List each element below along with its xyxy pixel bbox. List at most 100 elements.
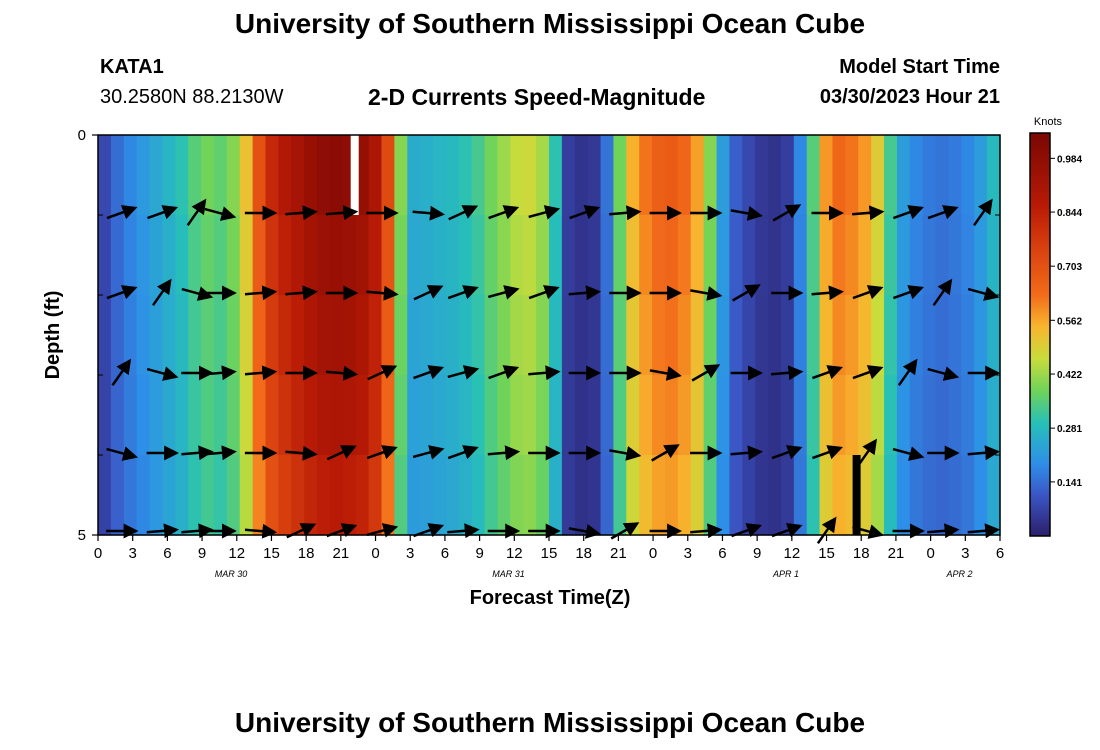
heat-cell (239, 375, 254, 456)
heat-cell (278, 295, 292, 376)
heat-cell (484, 135, 499, 216)
heat-cell (561, 375, 576, 456)
heat-cell (690, 375, 705, 456)
current-arrow (244, 285, 278, 301)
heat-cell (780, 215, 795, 296)
heat-cell (729, 215, 743, 296)
mask-bottom-gap (852, 455, 861, 535)
heat-cell (858, 215, 872, 296)
heat-cell (458, 375, 473, 456)
current-arrow (811, 445, 843, 460)
heat-cell (291, 455, 305, 536)
heat-cell (716, 375, 730, 456)
current-arrow (927, 523, 960, 539)
heat-cell (639, 295, 653, 376)
current-arrow (106, 205, 138, 220)
current-arrow (181, 286, 214, 301)
heat-cell (329, 215, 344, 296)
heat-cell (600, 215, 615, 296)
heat-cell (329, 135, 344, 216)
heat-cell (226, 135, 241, 216)
heat-cell (252, 455, 267, 536)
heat-cell (729, 455, 743, 536)
heat-cell (703, 455, 718, 536)
heat-cell (587, 375, 602, 456)
heat-cell (110, 295, 125, 376)
heat-cell (162, 455, 176, 536)
heat-cell (652, 455, 666, 536)
heat-cell (716, 135, 730, 216)
heat-cell (510, 215, 524, 296)
heat-cell (935, 295, 950, 376)
heat-cell (948, 375, 962, 456)
heat-cell (368, 135, 383, 216)
heat-cell (304, 375, 318, 456)
current-arrow (181, 445, 214, 461)
heat-cell (136, 215, 151, 296)
heat-cell (136, 135, 151, 216)
heat-cell (342, 455, 357, 536)
heat-cell (201, 135, 215, 216)
heat-cell (175, 455, 189, 536)
current-arrow (244, 365, 278, 381)
current-arrow (852, 285, 884, 300)
current-arrow (770, 365, 804, 381)
heat-cell (445, 295, 460, 376)
heat-cell (510, 455, 524, 536)
currents-chart: 0 3 6 9 12 15 18 21 0 3 6 9 12 15 18 21 0 3 6 9 12 15 18 21 0 3 6 M… (42, 116, 1082, 609)
heat-cell (317, 295, 331, 376)
heat-cell (561, 295, 576, 376)
current-arrow (897, 358, 918, 387)
current-arrow (204, 206, 237, 221)
heat-cell (639, 135, 653, 216)
heat-cell (549, 375, 563, 456)
heat-cell (136, 375, 151, 456)
model-start-label: Model Start Time (839, 56, 1000, 78)
heat-cell (909, 295, 924, 376)
heat-cell (987, 215, 1001, 296)
heat-cell (755, 135, 769, 216)
heat-cell (832, 455, 846, 536)
heat-cell (149, 215, 164, 296)
mask-surface-gap (350, 135, 359, 215)
current-arrow (204, 445, 237, 461)
heat-cell (213, 375, 228, 456)
heat-cell (445, 375, 460, 456)
current-arrow (367, 365, 398, 381)
heat-cell (317, 215, 331, 296)
current-arrow (111, 358, 132, 387)
heat-cell (445, 135, 460, 216)
heat-cell (703, 295, 718, 376)
current-arrow (816, 516, 837, 545)
heat-cell (664, 295, 679, 376)
heat-cell (368, 215, 383, 296)
heat-cell (561, 215, 576, 296)
heat-cell (909, 455, 924, 536)
heat-cell (587, 135, 602, 216)
heat-cell (445, 215, 460, 296)
heat-cell (265, 375, 279, 456)
current-arrow (568, 524, 601, 539)
heat-cell (652, 215, 666, 296)
heat-cell (536, 215, 550, 296)
heat-cell (832, 215, 846, 296)
heat-cell (806, 215, 821, 296)
heat-cell (471, 375, 486, 456)
heat-cell (175, 215, 189, 296)
heat-cell (213, 215, 228, 296)
heat-cell (652, 135, 666, 216)
heat-cell (806, 295, 821, 376)
heat-cell (974, 375, 988, 456)
current-arrow (651, 444, 680, 462)
date-label: MAR 30 (215, 569, 248, 579)
heat-cell (226, 295, 241, 376)
heat-cell (355, 135, 370, 216)
heat-cell (381, 135, 395, 216)
heat-cell (961, 215, 975, 296)
heat-cell (948, 295, 962, 376)
heat-cell (806, 135, 821, 216)
x-tick-label: 0 (94, 545, 102, 562)
heat-cell (201, 295, 215, 376)
heat-cell (110, 375, 125, 456)
heat-cell (896, 375, 911, 456)
